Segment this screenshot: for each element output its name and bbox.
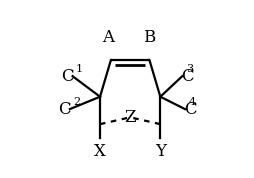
Text: 1: 1 (76, 64, 83, 74)
Text: A: A (102, 29, 114, 46)
Text: C: C (61, 68, 73, 85)
Text: 2: 2 (73, 96, 81, 107)
Text: Y: Y (155, 143, 166, 160)
Text: X: X (94, 143, 106, 160)
Text: 4: 4 (188, 96, 196, 107)
Text: C: C (58, 101, 71, 118)
Text: 3: 3 (186, 64, 193, 74)
Text: Z: Z (124, 109, 136, 126)
Text: C: C (184, 101, 197, 118)
Text: C: C (182, 68, 194, 85)
Text: B: B (143, 29, 155, 46)
